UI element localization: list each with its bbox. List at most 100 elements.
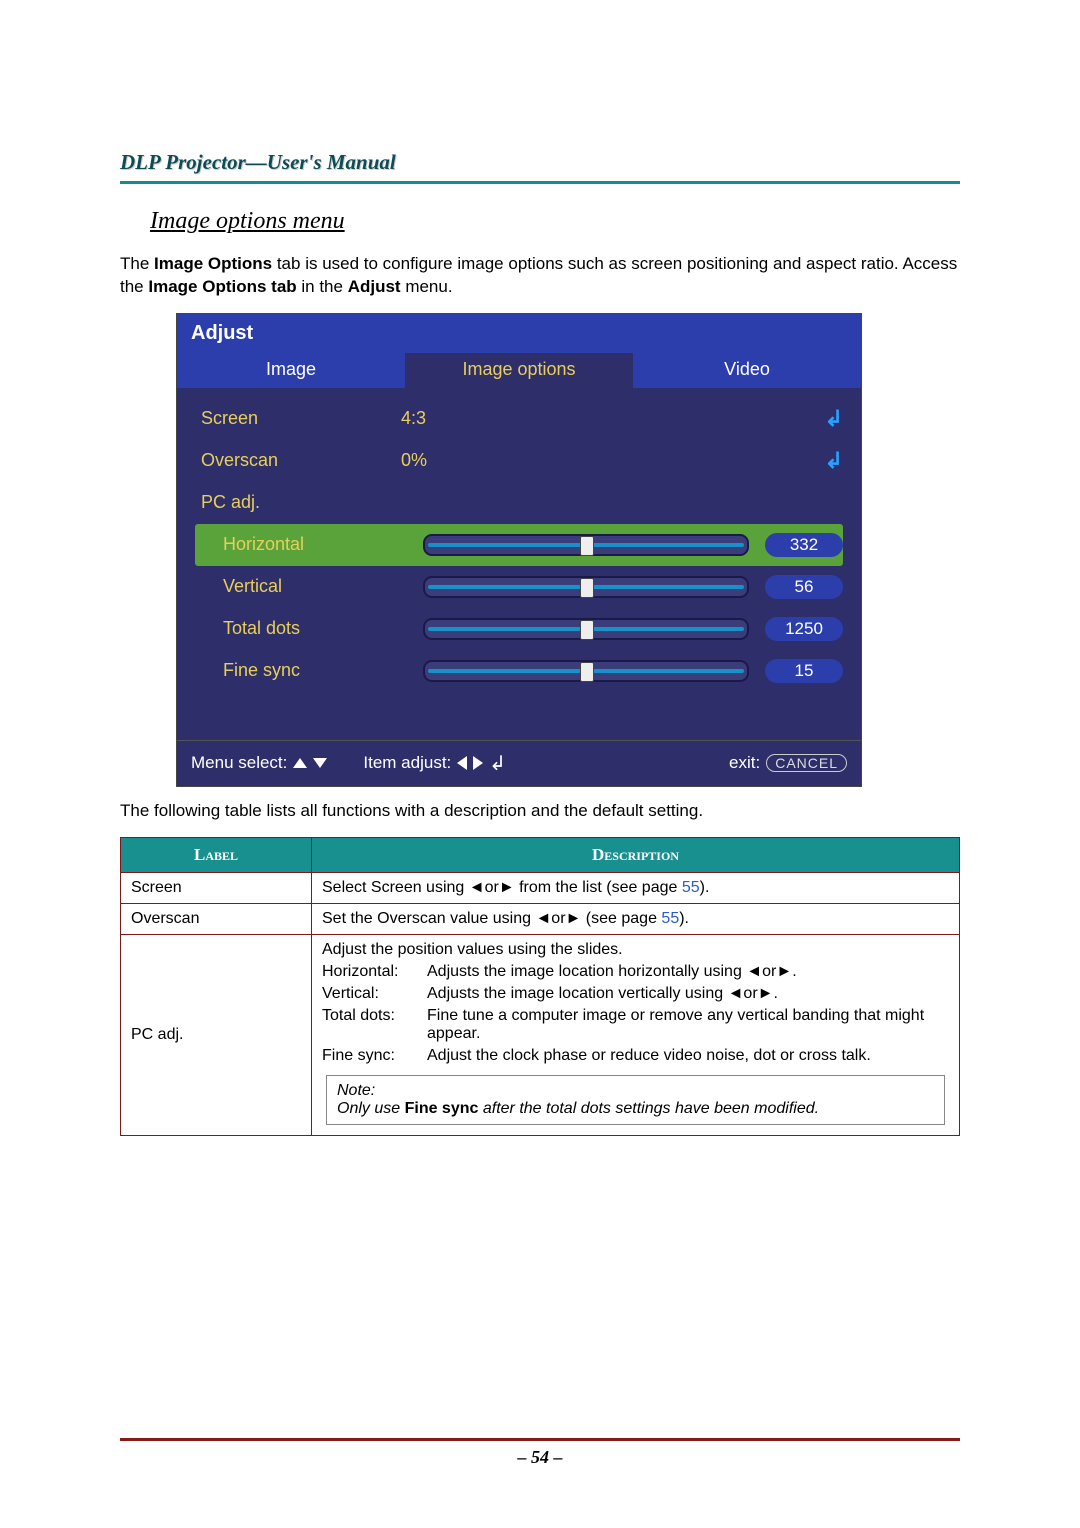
osd-row-label: Overscan <box>195 450 401 471</box>
osd-slider-row[interactable]: Horizontal 332 <box>195 524 843 566</box>
slider-value: 332 <box>765 533 843 557</box>
note-body: Only use Fine sync after the total dots … <box>337 1100 934 1118</box>
text-bold: Fine sync <box>405 1100 479 1117</box>
osd-tabs: ImageImage optionsVideo <box>177 353 861 388</box>
pcadj-key: Total dots: <box>322 1007 427 1043</box>
page-number: – 54 – <box>518 1447 563 1467</box>
cell-label: Screen <box>121 872 312 903</box>
slider-thumb[interactable] <box>580 578 594 598</box>
osd-row-value: 0% <box>401 450 803 471</box>
osd-row-label: Vertical <box>195 576 423 597</box>
osd-row-label: Total dots <box>195 618 423 639</box>
osd-row-label: Screen <box>195 408 401 429</box>
slider-thumb[interactable] <box>580 620 594 640</box>
osd-title: Adjust <box>177 314 861 353</box>
text: Set the Overscan value using <box>322 910 535 927</box>
pcadj-val: Adjusts the image location vertically us… <box>427 985 949 1003</box>
slider-thumb[interactable] <box>580 536 594 556</box>
enter-icon: ↲ <box>803 448 843 474</box>
footer-menu-select: Menu select: <box>191 753 327 773</box>
enter-icon: ↲ <box>489 751 506 776</box>
text: after the total dots settings have been … <box>478 1100 819 1117</box>
table-row: Screen Select Screen using ◄or► from the… <box>121 872 960 903</box>
osd-slider-row[interactable]: Total dots 1250 <box>195 608 843 650</box>
text: ). <box>679 910 689 927</box>
intro-text: The Image Options tab is used to configu… <box>120 253 960 299</box>
cell-desc: Set the Overscan value using ◄or► (see p… <box>312 903 960 934</box>
triangle-left-icon <box>457 756 467 770</box>
osd-row[interactable]: Overscan0%↲ <box>195 440 843 482</box>
text: Only use <box>337 1100 405 1117</box>
exit-label: exit: <box>729 753 760 773</box>
menu-select-label: Menu select: <box>191 753 287 773</box>
pcadj-val: Fine tune a computer image or remove any… <box>427 1007 949 1043</box>
pcadj-val: Adjust the clock phase or reduce video n… <box>427 1047 949 1065</box>
table-row: PC adj. Adjust the position values using… <box>121 934 960 1135</box>
text: Select Screen using <box>322 879 469 896</box>
footer-rule <box>120 1438 960 1441</box>
item-adjust-label: Item adjust: <box>363 753 451 773</box>
triangle-up-icon <box>293 758 307 768</box>
description-table: Label Description Screen Select Screen u… <box>120 837 960 1136</box>
osd-row-value: 4:3 <box>401 408 803 429</box>
osd-row-label: Fine sync <box>195 660 423 681</box>
table-caption: The following table lists all functions … <box>120 801 960 821</box>
pcadj-key: Vertical: <box>322 985 427 1003</box>
slider[interactable]: 15 <box>423 659 843 683</box>
osd-tab[interactable]: Image <box>177 353 405 388</box>
pcadj-item: Vertical:Adjusts the image location vert… <box>322 985 949 1003</box>
pcadj-item: Total dots:Fine tune a computer image or… <box>322 1007 949 1043</box>
text: Adjust the position values using the sli… <box>322 941 949 959</box>
osd-tab[interactable]: Image options <box>405 353 633 388</box>
cell-label: Overscan <box>121 903 312 934</box>
osd-menu: Adjust ImageImage optionsVideo Screen4:3… <box>176 313 862 787</box>
note-box: Note: Only use Fine sync after the total… <box>326 1075 945 1125</box>
page: DLP Projector—User's Manual Image option… <box>0 0 1080 1528</box>
osd-row-label: PC adj. <box>195 492 401 513</box>
triangle-right-icon <box>473 756 483 770</box>
text: ). <box>700 879 710 896</box>
text: (see page <box>581 910 661 927</box>
osd-tab[interactable]: Video <box>633 353 861 388</box>
footer-exit: exit: CANCEL <box>729 753 847 773</box>
slider-value: 56 <box>765 575 843 599</box>
lr-arrows-icon: ◄or► <box>535 910 581 927</box>
slider[interactable]: 332 <box>423 533 843 557</box>
cell-label: PC adj. <box>121 934 312 1135</box>
lr-arrows-icon: ◄or► <box>469 879 515 896</box>
title-rule <box>120 181 960 184</box>
page-link[interactable]: 55 <box>661 910 679 927</box>
osd-slider-row[interactable]: Fine sync 15 <box>195 650 843 692</box>
pcadj-item: Horizontal:Adjusts the image location ho… <box>322 963 949 981</box>
slider-value: 15 <box>765 659 843 683</box>
osd-row[interactable]: Screen4:3↲ <box>195 398 843 440</box>
osd-row[interactable]: PC adj. <box>195 482 843 524</box>
page-footer: – 54 – <box>120 1438 960 1468</box>
pcadj-val: Adjusts the image location horizontally … <box>427 963 949 981</box>
note-title: Note: <box>337 1082 934 1100</box>
text: from the list (see page <box>515 879 682 896</box>
enter-icon: ↲ <box>803 406 843 432</box>
cell-desc: Adjust the position values using the sli… <box>312 934 960 1135</box>
pcadj-item: Fine sync:Adjust the clock phase or redu… <box>322 1047 949 1065</box>
doc-title: DLP Projector—User's Manual <box>120 150 960 175</box>
page-link[interactable]: 55 <box>682 879 700 896</box>
osd-slider-row[interactable]: Vertical 56 <box>195 566 843 608</box>
th-description: Description <box>312 837 960 872</box>
th-label: Label <box>121 837 312 872</box>
slider-value: 1250 <box>765 617 843 641</box>
cell-desc: Select Screen using ◄or► from the list (… <box>312 872 960 903</box>
pcadj-key: Horizontal: <box>322 963 427 981</box>
footer-item-adjust: Item adjust: ↲ <box>363 751 506 776</box>
osd-row-label: Horizontal <box>195 534 423 555</box>
slider-thumb[interactable] <box>580 662 594 682</box>
slider[interactable]: 56 <box>423 575 843 599</box>
triangle-down-icon <box>313 758 327 768</box>
section-title: Image options menu <box>150 208 960 235</box>
osd-footer: Menu select: Item adjust: ↲ exit: CANCEL <box>177 740 861 786</box>
slider[interactable]: 1250 <box>423 617 843 641</box>
pcadj-key: Fine sync: <box>322 1047 427 1065</box>
cancel-icon: CANCEL <box>766 754 847 772</box>
table-row: Overscan Set the Overscan value using ◄o… <box>121 903 960 934</box>
osd-body: Screen4:3↲Overscan0%↲PC adj.Horizontal33… <box>177 388 861 740</box>
